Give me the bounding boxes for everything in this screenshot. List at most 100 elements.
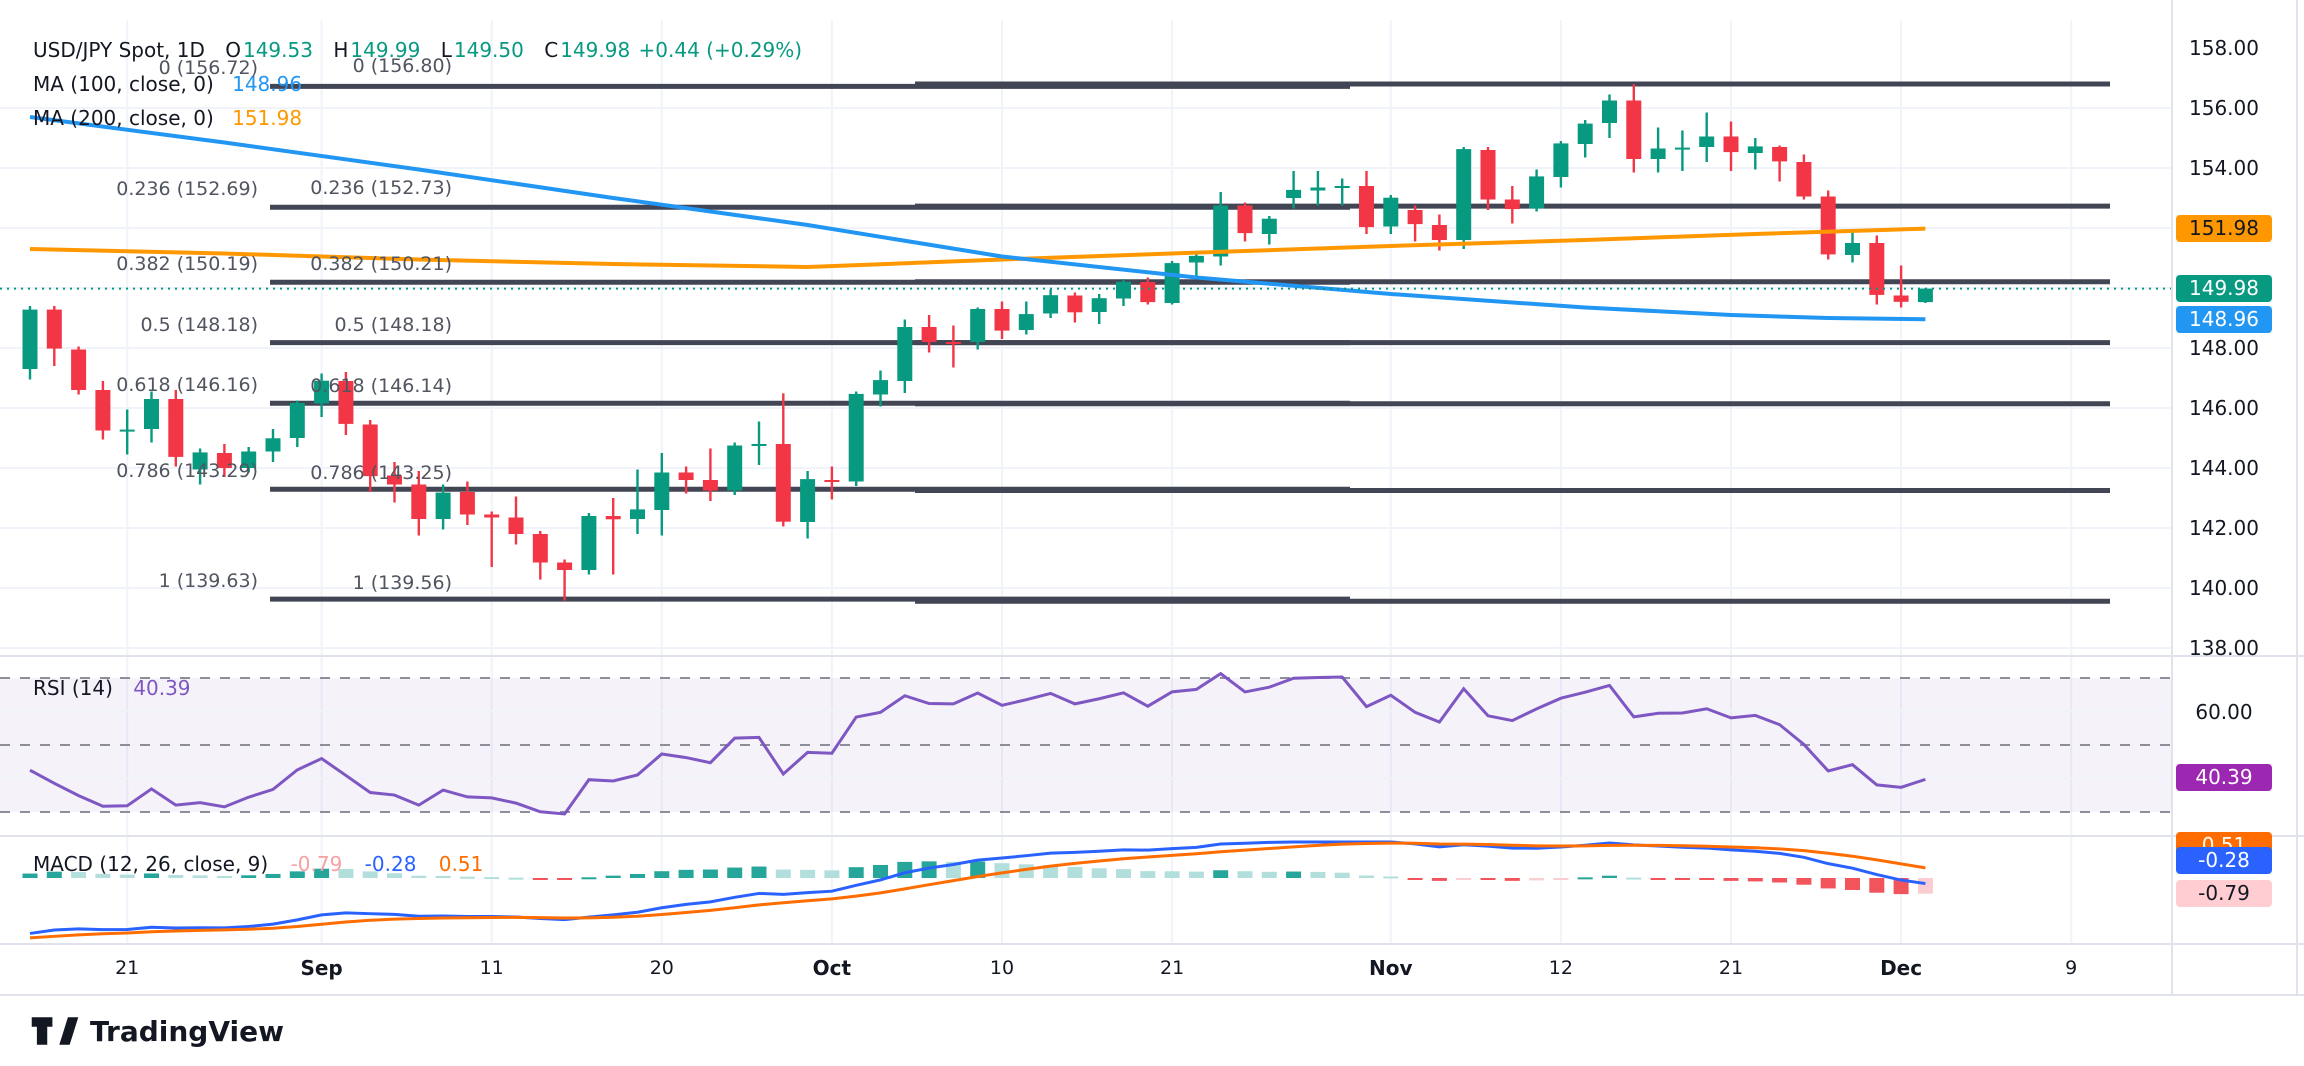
- candle-body: [654, 472, 670, 510]
- macd-histogram-bar: [678, 869, 694, 878]
- rsi-line: [29, 671, 1926, 816]
- macd-histogram-bar: [824, 870, 840, 878]
- candle-wick: [1681, 130, 1684, 171]
- candle-body: [1845, 243, 1860, 255]
- macd-histogram-bar: [1796, 878, 1812, 885]
- candle-body: [1334, 186, 1350, 188]
- candle-body: [1772, 147, 1788, 162]
- candle-body: [46, 309, 62, 349]
- macd-histogram-bar: [702, 869, 718, 878]
- macd-histogram-bar: [1310, 871, 1326, 878]
- candle-body: [1529, 176, 1545, 209]
- candle-wick: [563, 559, 566, 601]
- candle-wick: [952, 325, 955, 368]
- candle-body: [1043, 295, 1059, 314]
- macd-histogram-bar: [1067, 866, 1083, 878]
- macd-histogram-bar: [1286, 871, 1302, 878]
- macd-histogram-bar: [71, 872, 87, 878]
- macd-histogram-bar: [1626, 877, 1642, 880]
- macd-histogram-bar: [1553, 878, 1569, 880]
- candle-body: [1869, 243, 1885, 295]
- candle-body: [1674, 147, 1690, 150]
- macd-histogram-bar: [144, 873, 159, 878]
- candle-body: [945, 342, 961, 344]
- candle-body: [800, 479, 816, 522]
- candle-body: [678, 472, 694, 480]
- candle-body: [824, 480, 840, 482]
- macd-histogram-bar: [119, 874, 135, 878]
- candle-body: [1480, 150, 1496, 200]
- macd-histogram-bar: [1383, 876, 1399, 879]
- macd-histogram-bar: [168, 874, 184, 878]
- candle-body: [1164, 263, 1180, 303]
- macd-histogram-bar: [1091, 868, 1107, 878]
- macd-histogram-bar: [95, 873, 111, 878]
- candle-wick: [636, 469, 639, 534]
- candle-body: [1796, 162, 1812, 197]
- candle-body: [1359, 186, 1374, 228]
- macd-histogram-bar: [581, 877, 597, 880]
- macd-histogram-bar: [508, 877, 524, 880]
- candle-body: [1237, 205, 1253, 234]
- candle-body: [95, 390, 111, 431]
- candle-body: [71, 349, 87, 390]
- candle-body: [775, 444, 791, 522]
- macd-histogram-bar: [994, 863, 1010, 878]
- candle-body: [1188, 255, 1204, 263]
- macd-histogram-bar: [265, 873, 281, 878]
- macd-histogram-bar: [1407, 878, 1423, 880]
- macd-histogram-bar: [532, 878, 548, 880]
- macd-histogram-bar: [216, 875, 232, 878]
- macd-histogram-bar: [1456, 878, 1472, 880]
- macd-histogram-bar: [1164, 871, 1180, 878]
- candle-wick: [126, 409, 129, 455]
- macd-histogram-bar: [800, 869, 816, 878]
- macd-histogram-bar: [1140, 871, 1156, 878]
- macd-histogram-bar: [1261, 871, 1277, 878]
- macd-histogram-bar: [1917, 878, 1933, 894]
- macd-histogram-bar: [1723, 878, 1739, 881]
- macd-histogram-bar: [848, 867, 864, 878]
- macd-histogram-bar: [1845, 878, 1860, 890]
- candle-body: [1917, 288, 1933, 303]
- candle-body: [1577, 123, 1593, 144]
- macd-histogram-bar: [1529, 878, 1545, 881]
- candle-body: [1261, 218, 1277, 234]
- candle-body: [314, 380, 330, 404]
- macd-line: [29, 840, 1926, 935]
- macd-histogram-bar: [605, 875, 621, 878]
- candle-wick: [1195, 252, 1198, 278]
- macd-histogram-bar: [557, 878, 573, 880]
- candle-body: [727, 445, 743, 491]
- candle-body: [241, 451, 257, 468]
- candle-body: [557, 562, 573, 570]
- candle-body: [508, 517, 524, 534]
- candle-body: [1650, 148, 1666, 159]
- candle-body: [144, 399, 159, 429]
- macd-histogram-bar: [484, 877, 500, 880]
- candle-body: [1431, 225, 1447, 240]
- candle-body: [1213, 205, 1229, 257]
- candle-body: [897, 327, 913, 381]
- macd-histogram-bar: [1650, 878, 1666, 880]
- candle-wick: [1341, 178, 1344, 206]
- candle-body: [1116, 281, 1131, 299]
- macd-histogram-bar: [459, 876, 475, 879]
- macd-histogram-bar: [22, 873, 38, 878]
- candle-body: [1699, 136, 1715, 147]
- candle-body: [1018, 314, 1034, 330]
- candle-body: [1602, 100, 1617, 123]
- candle-body: [1893, 295, 1909, 302]
- macd-histogram-bar: [1334, 872, 1350, 878]
- ma200-line[interactable]: [29, 226, 1926, 269]
- candle-body: [362, 424, 378, 477]
- macd-histogram-bar: [751, 866, 767, 878]
- candle-wick: [1292, 171, 1295, 209]
- candle-body: [1310, 187, 1326, 191]
- ma100-line[interactable]: [29, 115, 1926, 322]
- candle-body: [1553, 143, 1569, 177]
- candle-body: [289, 402, 305, 438]
- candle-body: [873, 380, 888, 395]
- macd-histogram-bar: [1213, 870, 1229, 878]
